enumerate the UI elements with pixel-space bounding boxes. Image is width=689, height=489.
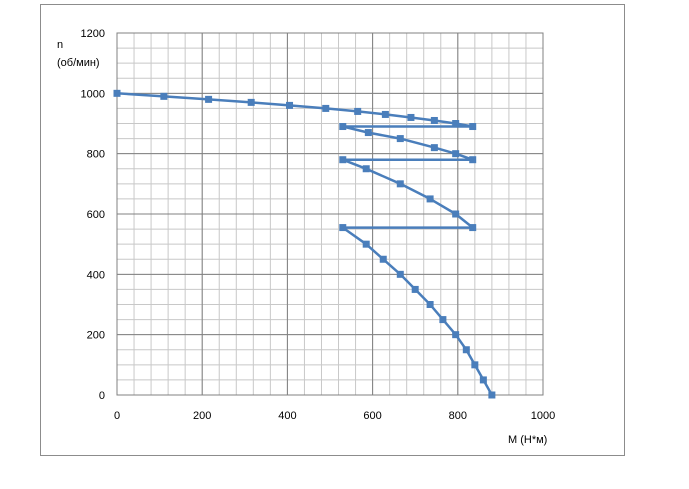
data-point-marker bbox=[396, 180, 404, 188]
y-tick-label: 800 bbox=[87, 149, 105, 161]
data-point-marker bbox=[322, 104, 330, 112]
y-tick-label: 0 bbox=[99, 390, 105, 402]
data-point-marker bbox=[205, 95, 213, 103]
x-tick-label: 0 bbox=[114, 410, 120, 422]
data-point-marker bbox=[452, 120, 460, 127]
major-grid bbox=[116, 32, 544, 396]
data-point-marker bbox=[362, 165, 370, 173]
data-point-marker bbox=[469, 224, 477, 232]
data-point-marker bbox=[364, 129, 372, 137]
data-point-marker bbox=[469, 123, 477, 131]
chart-frame bbox=[40, 4, 625, 456]
data-point-marker bbox=[452, 331, 460, 339]
data-point-marker bbox=[407, 113, 415, 121]
data-point-marker bbox=[471, 361, 479, 369]
y-tick-label: 1000 bbox=[81, 88, 105, 100]
data-point-marker bbox=[430, 116, 438, 124]
x-tick-label: 200 bbox=[193, 410, 211, 422]
data-point-marker bbox=[381, 110, 389, 118]
data-point-marker bbox=[462, 346, 470, 354]
data-point-marker bbox=[354, 107, 362, 115]
y-tick-label: 200 bbox=[87, 330, 105, 342]
data-point-marker bbox=[469, 156, 477, 164]
series-group bbox=[113, 89, 496, 399]
y-tick-label: 1200 bbox=[81, 28, 105, 40]
data-point-marker bbox=[396, 135, 404, 143]
data-point-marker bbox=[411, 285, 419, 293]
data-point-marker bbox=[396, 270, 404, 278]
y-axis-title-line-2: (об/мин) bbox=[57, 57, 100, 69]
x-tick-label: 400 bbox=[278, 410, 296, 422]
data-point-marker bbox=[452, 210, 460, 218]
data-point-marker bbox=[339, 224, 347, 232]
data-point-marker bbox=[339, 123, 347, 131]
data-point-marker bbox=[339, 156, 347, 164]
data-point-marker bbox=[247, 98, 255, 106]
data-point-marker bbox=[286, 101, 294, 109]
y-tick-label: 600 bbox=[87, 209, 105, 221]
y-tick-labels: 0 200 400 600 800 1000 1200 bbox=[81, 28, 105, 402]
y-tick-label: 400 bbox=[87, 269, 105, 281]
x-tick-labels: 0 200 400 600 800 1000 bbox=[114, 410, 555, 422]
data-point-marker bbox=[479, 376, 487, 384]
x-axis-title: M (Н*м) bbox=[508, 434, 547, 446]
x-tick-label: 600 bbox=[363, 410, 381, 422]
data-point-marker bbox=[452, 150, 460, 158]
data-point-marker bbox=[439, 316, 447, 324]
data-point-marker bbox=[488, 391, 496, 399]
x-tick-label: 1000 bbox=[531, 410, 555, 422]
data-point-marker bbox=[379, 255, 387, 263]
data-point-marker bbox=[160, 92, 168, 100]
data-point-marker bbox=[430, 144, 438, 152]
x-tick-label: 800 bbox=[449, 410, 467, 422]
plot-area-border bbox=[116, 32, 544, 396]
data-point-marker bbox=[362, 240, 370, 248]
data-point-marker bbox=[113, 89, 121, 97]
data-point-marker bbox=[426, 195, 434, 203]
y-axis-title-line-1: n bbox=[57, 39, 63, 51]
data-point-marker bbox=[426, 301, 434, 308]
